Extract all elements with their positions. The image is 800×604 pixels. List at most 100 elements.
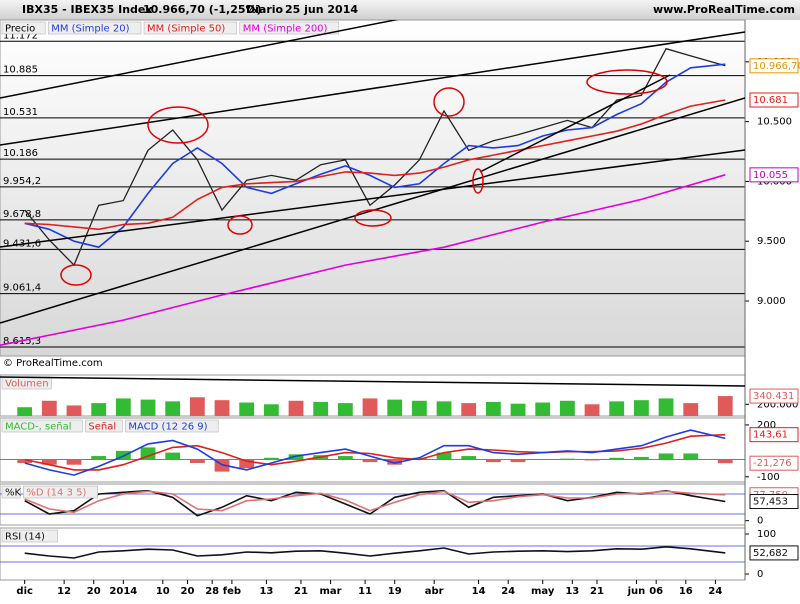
bar — [717, 459, 733, 464]
legend-label: Precio — [5, 24, 35, 35]
bar — [115, 398, 131, 416]
source: www.ProRealTime.com — [653, 3, 795, 16]
legend-box — [1, 485, 21, 499]
legend-box — [143, 21, 238, 35]
x-tick-label: 13 — [259, 586, 273, 597]
x-tick-label: dic — [16, 586, 33, 597]
bar — [461, 403, 477, 416]
bar — [535, 402, 551, 416]
bar — [559, 458, 575, 460]
bar — [66, 459, 82, 465]
bar — [436, 401, 452, 416]
trend-line — [0, 149, 745, 248]
bar — [717, 396, 733, 416]
last-price: 10.966,70 (-1,25%) — [143, 3, 262, 16]
value-marker — [749, 92, 799, 108]
y-tick-label: 9.000 — [757, 296, 786, 307]
trend-line — [0, 31, 745, 146]
period: Diario — [246, 3, 284, 16]
bar — [140, 399, 156, 416]
x-tick-label: 28 — [205, 586, 219, 597]
bar — [189, 397, 205, 416]
level-label: 10.531 — [3, 107, 38, 118]
legend-label: %K — [5, 488, 22, 499]
bar — [189, 459, 205, 463]
value-marker — [749, 388, 799, 404]
y-tick-label: 100 — [757, 529, 776, 540]
x-tick-label: 20 — [181, 586, 195, 597]
x-tick-label: 21 — [590, 586, 604, 597]
value-marker-label: 57,453 — [753, 497, 788, 508]
y-tick-label: 200.000 — [757, 399, 798, 410]
bar — [658, 453, 674, 460]
bar — [17, 459, 33, 463]
legend-box — [125, 419, 219, 433]
panel-background — [0, 483, 746, 526]
bar — [66, 405, 82, 416]
level-label: 9.061,4 — [3, 283, 41, 294]
bar — [165, 452, 181, 460]
bar — [288, 400, 304, 416]
bar — [387, 399, 403, 416]
bar — [17, 407, 33, 416]
x-tick-label: 21 — [294, 586, 308, 597]
bar — [584, 459, 600, 461]
bar — [510, 403, 526, 416]
value-marker — [749, 167, 799, 183]
bar — [387, 459, 403, 465]
bar — [140, 447, 156, 460]
legend-label: MM (Simple 200) — [243, 24, 328, 35]
x-tick-label: may — [531, 586, 555, 597]
bar — [436, 452, 452, 460]
value-marker-label: 10.966,70 — [753, 61, 800, 72]
series-line — [0, 174, 726, 346]
instrument: IBX35 - IBEX35 Index — [22, 3, 152, 16]
series-line — [24, 490, 726, 514]
copyright: © ProRealTime.com — [3, 358, 103, 369]
highlight — [227, 215, 253, 235]
date: 25 jun 2014 — [285, 3, 358, 16]
x-tick-label: 24 — [501, 586, 515, 597]
header-bar — [0, 0, 800, 20]
annotations — [0, 20, 745, 324]
bar — [362, 398, 378, 416]
bar — [485, 401, 501, 416]
highlight — [586, 69, 668, 95]
panel-background — [0, 527, 746, 581]
value-marker-label: 143,61 — [753, 430, 788, 441]
x-tick-label: mar — [320, 586, 342, 597]
level-label: 9.678,8 — [3, 209, 41, 220]
bar — [263, 404, 279, 416]
bar — [485, 459, 501, 463]
trend-line — [0, 20, 399, 99]
x-tick-label: 10 — [156, 586, 170, 597]
bar — [633, 400, 649, 416]
bar — [559, 400, 575, 416]
legend-label: Volumen — [5, 379, 49, 390]
level-label: 9.954,2 — [3, 176, 41, 187]
bar — [584, 404, 600, 416]
x-tick-label: 16 — [679, 586, 693, 597]
value-marker-label: -21,276 — [753, 458, 792, 469]
legend-label: MM (Simple 50) — [147, 24, 225, 35]
series-line — [24, 489, 726, 517]
value-marker-label: 52,682 — [753, 548, 788, 559]
value-marker — [749, 58, 799, 74]
bar — [609, 457, 625, 460]
value-marker — [749, 455, 799, 471]
x-tick-label: feb — [223, 586, 241, 597]
bar — [214, 400, 230, 416]
value-marker — [749, 427, 799, 443]
x-tick-label: 24 — [708, 586, 722, 597]
value-marker — [749, 545, 799, 561]
legend-label: MACD (12 26 9) — [128, 422, 207, 433]
bar — [337, 456, 353, 460]
level-label: 11.172 — [3, 30, 38, 41]
x-tick-label: 2014 — [109, 586, 137, 597]
series-line — [24, 99, 726, 231]
bar — [239, 459, 255, 469]
legend-box — [85, 419, 123, 433]
x-tick-label: 13 — [565, 586, 579, 597]
x-tick-label: 06 — [649, 586, 663, 597]
bar — [683, 453, 699, 460]
